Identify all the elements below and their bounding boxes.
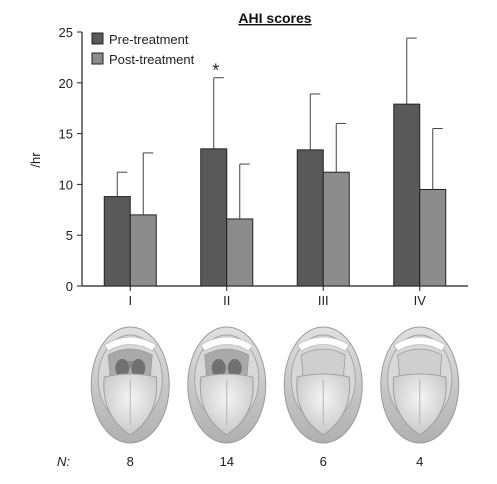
bar-pre-I (103, 196, 131, 287)
mouth-illustration-IV (380, 326, 460, 444)
y-tick-label: 0 (66, 279, 73, 294)
legend-label: Pre-treatment (109, 32, 189, 47)
x-tick-label: II (223, 293, 230, 308)
n-value-IV: 4 (416, 454, 423, 469)
y-tick-label: 20 (59, 76, 73, 91)
bar-pre-II (200, 148, 228, 287)
n-label: N: (57, 454, 70, 469)
x-tick-label: IV (414, 293, 427, 308)
legend-swatch (91, 52, 104, 65)
y-tick-label: 25 (59, 25, 73, 40)
mouth-illustration-I (90, 326, 170, 444)
mouth-illustration-III (283, 326, 363, 444)
bar-post-IV (419, 188, 447, 287)
n-value-II: 14 (220, 454, 234, 469)
significance-marker: * (212, 61, 219, 81)
y-tick-label: 10 (59, 177, 73, 192)
legend-swatch (91, 32, 104, 45)
bar-post-I (129, 214, 157, 287)
y-tick-label: 15 (59, 127, 73, 142)
n-value-III: 6 (320, 454, 327, 469)
bar-pre-IV (393, 103, 421, 287)
n-values: 8 14 6 4 (127, 454, 424, 469)
x-tick-label: I (128, 293, 132, 308)
legend-label: Post-treatment (109, 52, 195, 67)
y-tick-label: 5 (66, 228, 73, 243)
bar-post-III (322, 171, 350, 287)
n-value-I: 8 (127, 454, 134, 469)
bar-post-II (226, 218, 254, 287)
y-axis-label: /hr (28, 152, 43, 168)
bars-group: * (103, 37, 447, 287)
legend: Pre-treatment Post-treatment (91, 32, 195, 67)
mallampati-illustrations (90, 326, 460, 444)
chart-title: AHI scores (238, 10, 311, 26)
mouth-illustration-II (187, 326, 267, 444)
x-tick-label: III (318, 293, 329, 308)
bar-pre-III (296, 149, 324, 287)
